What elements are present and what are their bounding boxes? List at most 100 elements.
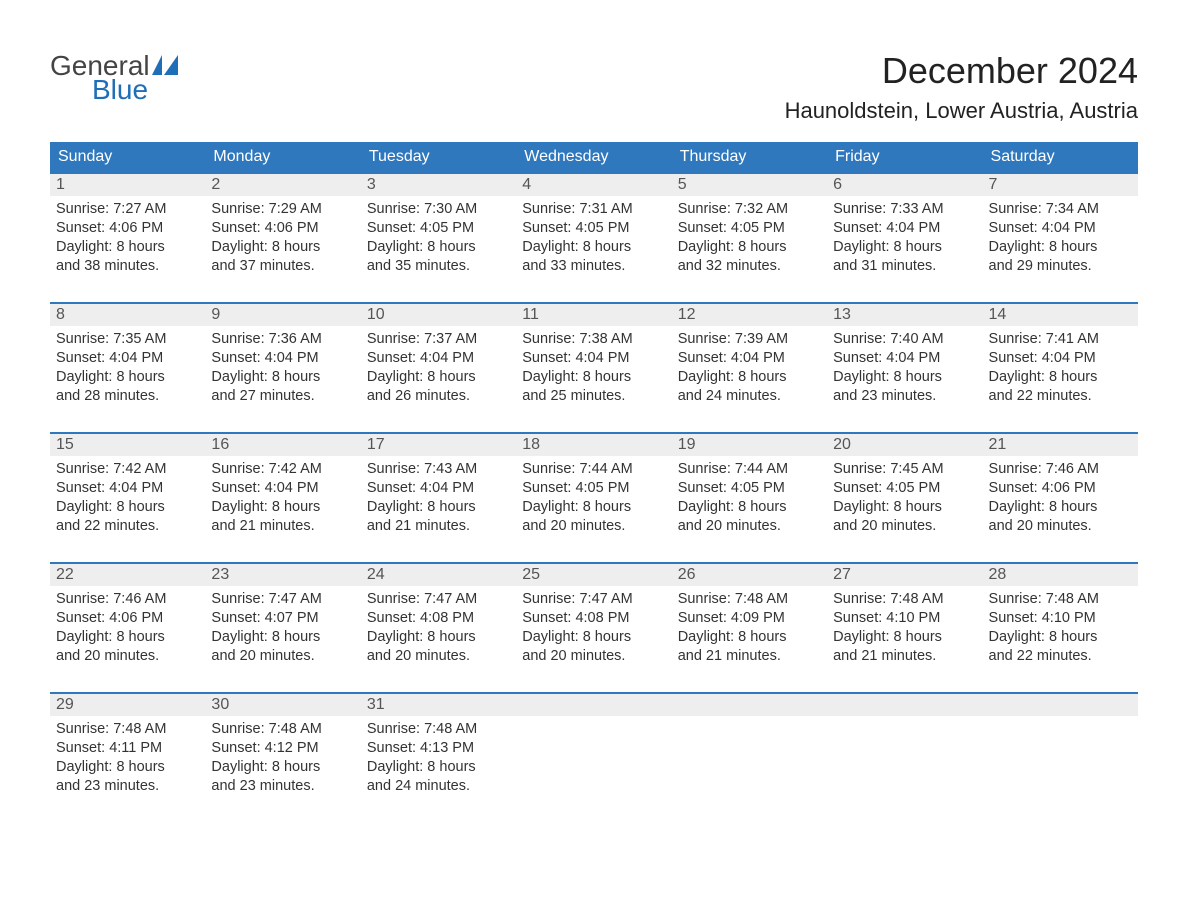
day-number: 31 (361, 694, 516, 716)
sunrise-text: Sunrise: 7:34 AM (989, 200, 1132, 219)
day-number: 30 (205, 694, 360, 716)
sunrise-text: Sunrise: 7:27 AM (56, 200, 199, 219)
calendar-day-cell: 8Sunrise: 7:35 AMSunset: 4:04 PMDaylight… (50, 304, 205, 414)
day-details: Sunrise: 7:31 AMSunset: 4:05 PMDaylight:… (516, 196, 671, 279)
day-details: Sunrise: 7:48 AMSunset: 4:11 PMDaylight:… (50, 716, 205, 799)
calendar-day-cell: 18Sunrise: 7:44 AMSunset: 4:05 PMDayligh… (516, 434, 671, 544)
logo-text-blue: Blue (92, 74, 148, 106)
day-details: Sunrise: 7:30 AMSunset: 4:05 PMDaylight:… (361, 196, 516, 279)
dl1-text: Daylight: 8 hours (833, 498, 976, 517)
sunrise-text: Sunrise: 7:48 AM (989, 590, 1132, 609)
calendar-day-cell: 7Sunrise: 7:34 AMSunset: 4:04 PMDaylight… (983, 174, 1138, 284)
sunrise-text: Sunrise: 7:48 AM (56, 720, 199, 739)
sunrise-text: Sunrise: 7:42 AM (211, 460, 354, 479)
calendar-day-cell: 13Sunrise: 7:40 AMSunset: 4:04 PMDayligh… (827, 304, 982, 414)
dl1-text: Daylight: 8 hours (56, 498, 199, 517)
sunset-text: Sunset: 4:08 PM (522, 609, 665, 628)
dl2-text: and 32 minutes. (678, 257, 821, 276)
dl1-text: Daylight: 8 hours (989, 238, 1132, 257)
dl1-text: Daylight: 8 hours (678, 238, 821, 257)
day-details: Sunrise: 7:36 AMSunset: 4:04 PMDaylight:… (205, 326, 360, 409)
sunset-text: Sunset: 4:05 PM (522, 479, 665, 498)
dl2-text: and 20 minutes. (522, 647, 665, 666)
sunset-text: Sunset: 4:04 PM (989, 219, 1132, 238)
day-details: Sunrise: 7:44 AMSunset: 4:05 PMDaylight:… (516, 456, 671, 539)
sunset-text: Sunset: 4:08 PM (367, 609, 510, 628)
day-details: Sunrise: 7:43 AMSunset: 4:04 PMDaylight:… (361, 456, 516, 539)
weekday-header: Friday (827, 142, 982, 172)
sunset-text: Sunset: 4:13 PM (367, 739, 510, 758)
sunrise-text: Sunrise: 7:35 AM (56, 330, 199, 349)
dl1-text: Daylight: 8 hours (211, 498, 354, 517)
day-number: 25 (516, 564, 671, 586)
dl1-text: Daylight: 8 hours (211, 238, 354, 257)
calendar-day-cell: 6Sunrise: 7:33 AMSunset: 4:04 PMDaylight… (827, 174, 982, 284)
dl1-text: Daylight: 8 hours (211, 628, 354, 647)
sunset-text: Sunset: 4:12 PM (211, 739, 354, 758)
dl2-text: and 24 minutes. (367, 777, 510, 796)
day-number: 4 (516, 174, 671, 196)
day-number: 28 (983, 564, 1138, 586)
day-details: Sunrise: 7:45 AMSunset: 4:05 PMDaylight:… (827, 456, 982, 539)
calendar-day-cell: 29Sunrise: 7:48 AMSunset: 4:11 PMDayligh… (50, 694, 205, 804)
weekday-header: Saturday (983, 142, 1138, 172)
dl2-text: and 33 minutes. (522, 257, 665, 276)
day-details: Sunrise: 7:47 AMSunset: 4:08 PMDaylight:… (361, 586, 516, 669)
day-details: Sunrise: 7:48 AMSunset: 4:13 PMDaylight:… (361, 716, 516, 799)
dl1-text: Daylight: 8 hours (678, 498, 821, 517)
dl1-text: Daylight: 8 hours (989, 368, 1132, 387)
day-number (516, 694, 671, 716)
day-details: Sunrise: 7:41 AMSunset: 4:04 PMDaylight:… (983, 326, 1138, 409)
calendar-day-cell (983, 694, 1138, 804)
sunrise-text: Sunrise: 7:48 AM (833, 590, 976, 609)
dl1-text: Daylight: 8 hours (367, 628, 510, 647)
calendar-day-cell (672, 694, 827, 804)
weekday-header: Sunday (50, 142, 205, 172)
day-number: 2 (205, 174, 360, 196)
sunset-text: Sunset: 4:04 PM (211, 349, 354, 368)
day-details: Sunrise: 7:48 AMSunset: 4:10 PMDaylight:… (827, 586, 982, 669)
dl2-text: and 23 minutes. (56, 777, 199, 796)
day-details: Sunrise: 7:34 AMSunset: 4:04 PMDaylight:… (983, 196, 1138, 279)
day-number: 14 (983, 304, 1138, 326)
sunrise-text: Sunrise: 7:44 AM (522, 460, 665, 479)
sunrise-text: Sunrise: 7:40 AM (833, 330, 976, 349)
dl2-text: and 29 minutes. (989, 257, 1132, 276)
dl2-text: and 22 minutes. (56, 517, 199, 536)
sunset-text: Sunset: 4:07 PM (211, 609, 354, 628)
sunset-text: Sunset: 4:05 PM (678, 219, 821, 238)
dl2-text: and 37 minutes. (211, 257, 354, 276)
sunrise-text: Sunrise: 7:48 AM (367, 720, 510, 739)
sunrise-text: Sunrise: 7:45 AM (833, 460, 976, 479)
day-number: 8 (50, 304, 205, 326)
dl1-text: Daylight: 8 hours (678, 368, 821, 387)
calendar-week: 22Sunrise: 7:46 AMSunset: 4:06 PMDayligh… (50, 562, 1138, 674)
sunset-text: Sunset: 4:04 PM (367, 479, 510, 498)
calendar-day-cell: 20Sunrise: 7:45 AMSunset: 4:05 PMDayligh… (827, 434, 982, 544)
dl2-text: and 21 minutes. (833, 647, 976, 666)
day-details: Sunrise: 7:39 AMSunset: 4:04 PMDaylight:… (672, 326, 827, 409)
sunrise-text: Sunrise: 7:46 AM (56, 590, 199, 609)
day-number: 5 (672, 174, 827, 196)
day-details: Sunrise: 7:47 AMSunset: 4:07 PMDaylight:… (205, 586, 360, 669)
calendar-day-cell: 4Sunrise: 7:31 AMSunset: 4:05 PMDaylight… (516, 174, 671, 284)
sunset-text: Sunset: 4:10 PM (833, 609, 976, 628)
calendar-week: 8Sunrise: 7:35 AMSunset: 4:04 PMDaylight… (50, 302, 1138, 414)
sunset-text: Sunset: 4:04 PM (678, 349, 821, 368)
dl1-text: Daylight: 8 hours (56, 628, 199, 647)
dl1-text: Daylight: 8 hours (367, 758, 510, 777)
day-details: Sunrise: 7:42 AMSunset: 4:04 PMDaylight:… (205, 456, 360, 539)
dl1-text: Daylight: 8 hours (56, 758, 199, 777)
day-number: 26 (672, 564, 827, 586)
dl1-text: Daylight: 8 hours (56, 368, 199, 387)
dl1-text: Daylight: 8 hours (989, 628, 1132, 647)
day-number: 17 (361, 434, 516, 456)
day-number: 10 (361, 304, 516, 326)
day-details: Sunrise: 7:44 AMSunset: 4:05 PMDaylight:… (672, 456, 827, 539)
sunset-text: Sunset: 4:06 PM (56, 609, 199, 628)
calendar-day-cell: 21Sunrise: 7:46 AMSunset: 4:06 PMDayligh… (983, 434, 1138, 544)
dl2-text: and 21 minutes. (367, 517, 510, 536)
day-number: 19 (672, 434, 827, 456)
day-number: 23 (205, 564, 360, 586)
day-details: Sunrise: 7:29 AMSunset: 4:06 PMDaylight:… (205, 196, 360, 279)
